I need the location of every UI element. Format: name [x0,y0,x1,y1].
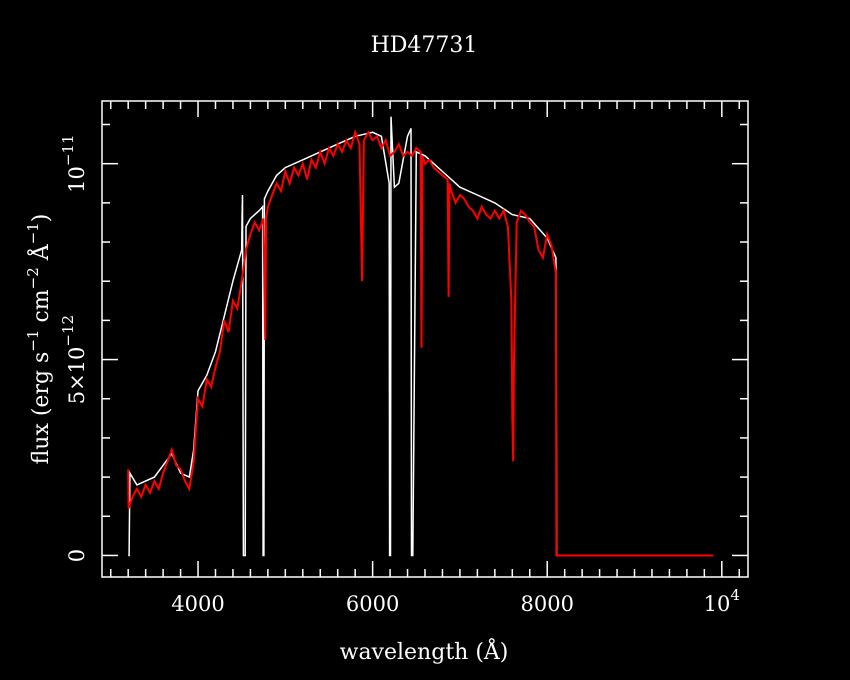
x-tick-label: 8000 [520,592,573,616]
y-tick-label: 10−11 [59,135,89,193]
y-axis: 0 5×10−12 10−11 [59,123,748,562]
x-axis: 4000 6000 8000 104 [109,101,741,616]
series-line-0 [128,116,714,557]
x-tick-label: 104 [704,586,740,616]
y-tick-label: 5×10−12 [59,315,89,404]
chart-title: HD47731 [371,33,478,58]
y-axis-label: flux (erg s−1 cm−2 Å−1) [24,214,54,465]
x-tick-label: 4000 [171,592,224,616]
x-tick-label: 6000 [346,592,399,616]
series-line-1 [127,129,714,557]
series-layer [127,116,714,557]
x-axis-label: wavelength (Å) [340,637,509,665]
y-tick-label: 0 [65,549,89,562]
plot-frame [101,100,749,578]
